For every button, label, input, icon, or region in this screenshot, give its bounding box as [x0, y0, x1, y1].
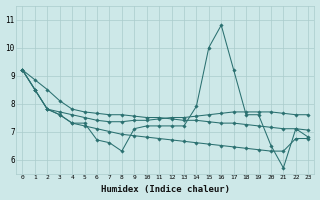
- X-axis label: Humidex (Indice chaleur): Humidex (Indice chaleur): [101, 185, 230, 194]
